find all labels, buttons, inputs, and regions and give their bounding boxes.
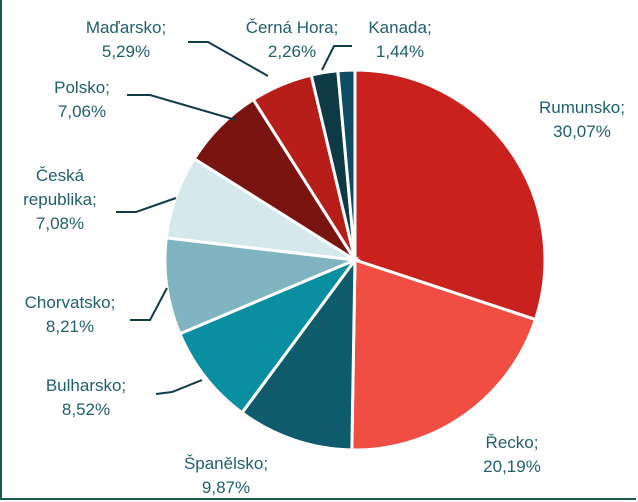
slice-label: Černá Hora; 2,26% xyxy=(246,16,339,64)
pie-slice xyxy=(177,256,360,415)
slice-label: Maďarsko; 5,29% xyxy=(86,16,166,64)
leader-line xyxy=(130,287,168,321)
slice-label: Bulharsko; 8,52% xyxy=(46,374,126,422)
pie-slice xyxy=(239,255,357,452)
leader-line xyxy=(127,94,237,121)
pie-slice xyxy=(336,68,357,261)
category-label: Rumunsko; xyxy=(539,98,625,117)
slice-label: Kanada; 1,44% xyxy=(368,16,431,64)
leader-line xyxy=(116,197,177,213)
slice-label: Polsko; 7,06% xyxy=(54,76,110,124)
slice-label: Rumunsko; 30,07% xyxy=(539,96,625,144)
slice-label: Chorvatsko; 8,21% xyxy=(25,291,116,339)
value-label: 8,21% xyxy=(45,317,95,336)
leader-line xyxy=(321,45,352,71)
value-label: 5,29% xyxy=(101,42,151,61)
category-label: Polsko; xyxy=(54,78,110,97)
value-label: 1,44% xyxy=(375,42,425,61)
value-label: 2,26% xyxy=(267,42,317,61)
category-label: Řecko; xyxy=(485,433,539,452)
category-label: Kanada; xyxy=(368,18,432,37)
category-label: Maďarsko; xyxy=(85,18,167,37)
slice-label: Španělsko; 9,87% xyxy=(184,452,268,500)
value-label: 20,19% xyxy=(483,457,541,476)
slice-label: Česká republika; 7,08% xyxy=(15,164,105,236)
pie-slice xyxy=(353,68,547,322)
leader-line xyxy=(188,41,269,77)
value-label: 30,07% xyxy=(553,122,611,141)
value-label: 7,08% xyxy=(35,214,85,233)
category-label: Bulharsko; xyxy=(45,376,127,395)
leader-line xyxy=(155,379,203,395)
category-label: Černá Hora; xyxy=(245,18,339,37)
category-label: Chorvatsko; xyxy=(24,293,116,312)
slice-label: Řecko; 20,19% xyxy=(483,431,541,479)
value-label: 9,87% xyxy=(201,478,251,497)
category-label: Španělsko; xyxy=(183,454,269,473)
value-label: 8,52% xyxy=(61,400,111,419)
pie-slice xyxy=(350,257,538,452)
value-label: 7,06% xyxy=(57,102,107,121)
category-label: Česká republika; xyxy=(23,166,97,209)
pie-slice xyxy=(163,236,361,336)
